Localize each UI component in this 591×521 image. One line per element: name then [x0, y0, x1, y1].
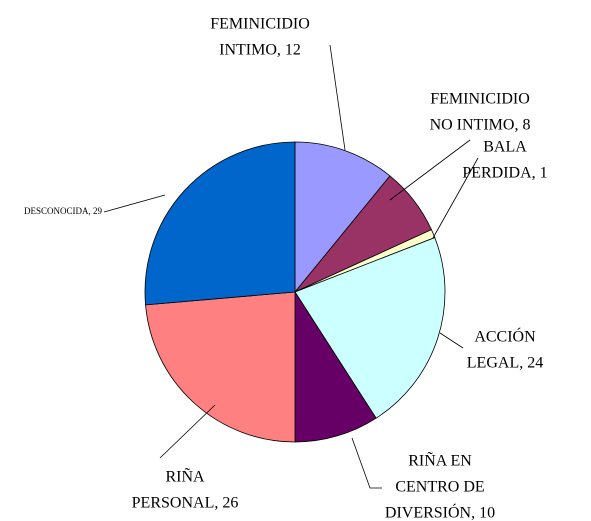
data-label: BALA [483, 139, 527, 156]
data-label: FEMINICIDIO [430, 91, 530, 108]
data-label: DESCONOCIDA, 29 [24, 206, 103, 216]
data-label: PERDIDA, 1 [462, 165, 547, 182]
data-label: INTIMO, 12 [219, 42, 301, 59]
leader-line [432, 157, 479, 239]
data-label: RIÑA [165, 468, 205, 486]
leader-line [329, 44, 346, 151]
leader-line [351, 437, 382, 489]
data-label: ACCIÓN [474, 327, 536, 346]
pie-slice [294, 237, 446, 419]
data-label: LEGAL, 24 [467, 355, 543, 372]
pie-slice [144, 141, 296, 306]
data-label: PERSONAL, 26 [132, 495, 239, 512]
data-label: NO INTIMO, 8 [430, 117, 531, 134]
leader-line [103, 194, 166, 213]
leader-line [389, 139, 471, 201]
leader-line [159, 404, 216, 459]
data-label: RIÑA EN [408, 452, 472, 470]
data-label: CENTRO DE [395, 479, 484, 496]
data-label: DIVERSIÓN, 10 [385, 503, 495, 521]
data-label: FEMINICIDIO [210, 16, 310, 33]
pie-slice [145, 291, 296, 443]
leader-line [439, 332, 464, 349]
pie-slice [294, 290, 377, 443]
pie-slice [294, 141, 391, 294]
